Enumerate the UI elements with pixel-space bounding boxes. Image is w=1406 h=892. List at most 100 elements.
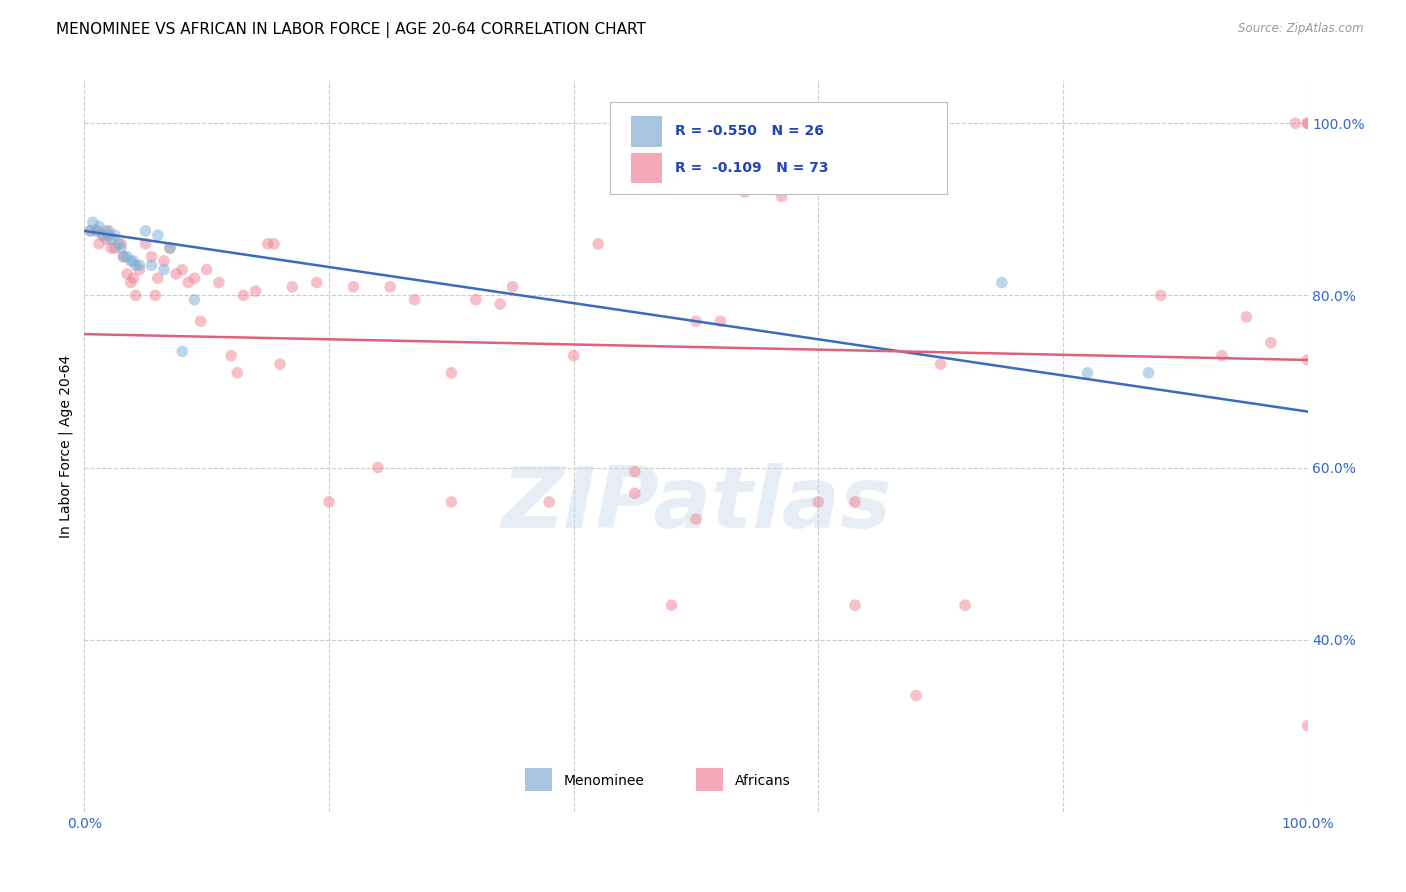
Africans xyxy=(1260,335,1282,350)
Africans xyxy=(110,236,132,251)
Africans xyxy=(661,598,683,612)
Africans xyxy=(1150,288,1173,302)
Africans xyxy=(245,284,267,298)
Africans xyxy=(125,288,148,302)
Menominee xyxy=(110,241,132,255)
Menominee xyxy=(112,250,135,264)
Africans xyxy=(489,297,512,311)
Africans xyxy=(153,254,176,268)
Africans xyxy=(120,276,142,290)
Africans xyxy=(1296,719,1319,733)
Africans xyxy=(177,276,200,290)
Africans xyxy=(624,486,647,500)
Menominee xyxy=(97,228,120,243)
Y-axis label: In Labor Force | Age 20-64: In Labor Force | Age 20-64 xyxy=(59,354,73,538)
Menominee xyxy=(172,344,194,359)
Africans xyxy=(624,465,647,479)
Text: Africans: Africans xyxy=(735,774,790,788)
Text: R = -0.550   N = 26: R = -0.550 N = 26 xyxy=(675,125,824,138)
Africans xyxy=(281,280,304,294)
Africans xyxy=(165,267,187,281)
Menominee xyxy=(91,228,114,243)
Menominee xyxy=(87,219,110,234)
Menominee xyxy=(128,258,150,272)
Menominee xyxy=(96,224,118,238)
Menominee xyxy=(991,276,1014,290)
Africans xyxy=(96,232,118,246)
Africans xyxy=(502,280,524,294)
Africans xyxy=(97,224,120,238)
Africans xyxy=(269,357,291,371)
Menominee xyxy=(183,293,205,307)
Africans xyxy=(807,495,830,509)
Menominee xyxy=(107,236,129,251)
Africans xyxy=(685,512,707,526)
Africans xyxy=(367,460,389,475)
Menominee xyxy=(100,232,122,246)
Africans xyxy=(709,314,731,328)
Africans xyxy=(257,236,280,251)
Africans xyxy=(953,598,976,612)
Text: MENOMINEE VS AFRICAN IN LABOR FORCE | AGE 20-64 CORRELATION CHART: MENOMINEE VS AFRICAN IN LABOR FORCE | AG… xyxy=(56,22,647,38)
FancyBboxPatch shape xyxy=(524,768,551,791)
Africans xyxy=(1211,349,1233,363)
Africans xyxy=(1284,116,1306,130)
Africans xyxy=(1296,116,1319,130)
Africans xyxy=(208,276,231,290)
Africans xyxy=(104,241,127,255)
Africans xyxy=(562,349,585,363)
Text: Source: ZipAtlas.com: Source: ZipAtlas.com xyxy=(1239,22,1364,36)
Africans xyxy=(87,236,110,251)
FancyBboxPatch shape xyxy=(696,768,723,791)
Menominee xyxy=(82,215,104,229)
Africans xyxy=(318,495,340,509)
Menominee xyxy=(120,254,142,268)
Menominee xyxy=(86,224,108,238)
Africans xyxy=(128,262,150,277)
Africans xyxy=(440,366,463,380)
Africans xyxy=(844,495,866,509)
Africans xyxy=(685,314,707,328)
Menominee xyxy=(104,228,127,243)
Africans xyxy=(929,357,952,371)
Africans xyxy=(1296,353,1319,368)
FancyBboxPatch shape xyxy=(631,116,662,147)
Menominee xyxy=(146,228,169,243)
Africans xyxy=(1236,310,1258,324)
Africans xyxy=(122,271,145,285)
Africans xyxy=(195,262,218,277)
Menominee xyxy=(79,224,101,238)
Menominee xyxy=(141,258,163,272)
Text: Menominee: Menominee xyxy=(564,774,645,788)
Africans xyxy=(464,293,486,307)
Africans xyxy=(159,241,181,255)
Text: R =  -0.109   N = 73: R = -0.109 N = 73 xyxy=(675,161,828,175)
Menominee xyxy=(125,258,148,272)
Menominee xyxy=(135,224,157,238)
Africans xyxy=(1296,116,1319,130)
Africans xyxy=(342,280,364,294)
Africans xyxy=(172,262,194,277)
Africans xyxy=(380,280,402,294)
Menominee xyxy=(115,250,138,264)
Africans xyxy=(100,241,122,255)
Africans xyxy=(586,236,609,251)
Africans xyxy=(141,250,163,264)
Text: ZIPatlas: ZIPatlas xyxy=(501,463,891,546)
Africans xyxy=(226,366,249,380)
Africans xyxy=(263,236,285,251)
Africans xyxy=(404,293,426,307)
Africans xyxy=(190,314,212,328)
Africans xyxy=(305,276,328,290)
Africans xyxy=(135,236,157,251)
FancyBboxPatch shape xyxy=(610,103,946,194)
Africans xyxy=(146,271,169,285)
Menominee xyxy=(153,262,176,277)
Menominee xyxy=(1137,366,1160,380)
Africans xyxy=(905,689,928,703)
Africans xyxy=(538,495,561,509)
Menominee xyxy=(159,241,181,255)
Africans xyxy=(79,224,101,238)
Africans xyxy=(219,349,242,363)
Africans xyxy=(844,598,866,612)
